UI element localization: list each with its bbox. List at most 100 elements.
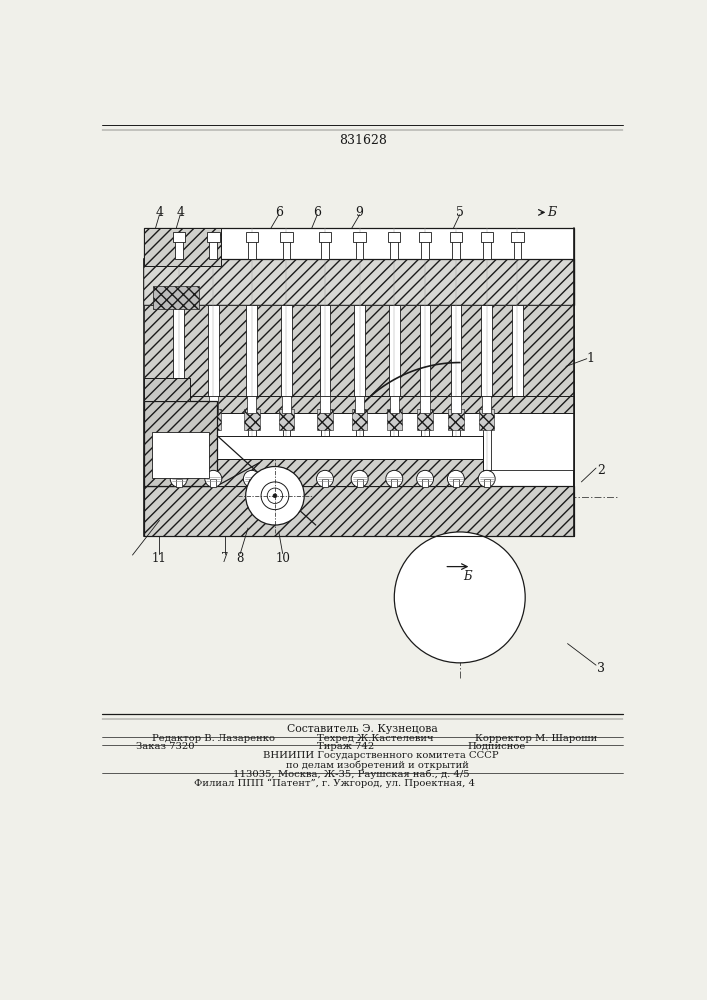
Bar	[175, 479, 182, 487]
Bar	[247, 396, 257, 413]
Bar	[281, 232, 293, 242]
Bar	[248, 234, 256, 259]
Bar	[284, 479, 290, 487]
Text: Заказ 7320: Заказ 7320	[136, 742, 195, 751]
Bar	[210, 479, 216, 487]
Text: 10: 10	[275, 552, 290, 565]
Bar	[144, 401, 217, 486]
Circle shape	[448, 470, 464, 487]
Circle shape	[243, 470, 260, 487]
Bar	[484, 479, 490, 487]
Circle shape	[205, 470, 222, 487]
Text: Б: Б	[463, 570, 472, 583]
Bar	[451, 396, 460, 413]
Bar	[422, 479, 428, 487]
Bar	[419, 232, 431, 242]
Circle shape	[278, 470, 295, 487]
Bar	[390, 413, 398, 470]
Bar	[153, 286, 199, 309]
Bar	[144, 486, 573, 536]
Text: Тираж 742: Тираж 742	[317, 742, 375, 751]
Text: 2: 2	[597, 464, 604, 477]
Bar	[246, 232, 258, 242]
Bar	[217, 459, 483, 486]
Bar	[356, 479, 363, 487]
Text: Филиал ППП “Патент”, г. Ужгород, ул. Проектная, 4: Филиал ППП “Патент”, г. Ужгород, ул. Про…	[194, 779, 475, 788]
Bar	[173, 232, 185, 242]
Text: 1: 1	[587, 352, 595, 365]
Bar	[144, 259, 573, 305]
Bar	[511, 232, 524, 242]
Bar	[279, 409, 294, 430]
Text: 8: 8	[237, 552, 244, 565]
Circle shape	[267, 488, 283, 503]
Text: 831628: 831628	[339, 134, 387, 147]
Text: Подписное: Подписное	[467, 742, 526, 751]
Bar	[390, 396, 399, 413]
Bar	[448, 409, 464, 430]
Bar	[175, 413, 182, 470]
Bar	[482, 396, 491, 413]
Bar	[391, 479, 397, 487]
Bar	[209, 234, 217, 259]
Text: 4: 4	[176, 206, 185, 219]
Bar	[321, 234, 329, 259]
Bar	[320, 305, 330, 409]
Bar	[247, 305, 257, 409]
Bar	[512, 305, 523, 409]
Bar	[452, 413, 460, 470]
Bar	[356, 234, 363, 259]
Circle shape	[351, 470, 368, 487]
Bar	[483, 234, 491, 259]
Text: Техред Ж.Кастелевич: Техред Ж.Кастелевич	[317, 734, 434, 743]
Bar	[450, 305, 461, 409]
Circle shape	[478, 470, 495, 487]
Bar	[144, 378, 190, 401]
Bar	[144, 409, 573, 470]
Text: Б: Б	[548, 206, 556, 219]
Bar	[283, 234, 291, 259]
Bar	[152, 432, 209, 478]
Text: 9: 9	[356, 206, 363, 219]
Bar	[144, 259, 573, 305]
Circle shape	[261, 482, 288, 510]
Text: Редактор В. Лазаренко: Редактор В. Лазаренко	[152, 734, 275, 743]
Circle shape	[273, 494, 277, 498]
Circle shape	[170, 470, 187, 487]
Bar	[144, 486, 573, 536]
Bar	[174, 396, 183, 413]
Bar	[282, 396, 291, 413]
Bar	[483, 413, 491, 470]
Text: 7: 7	[221, 552, 228, 565]
Circle shape	[416, 470, 433, 487]
Bar	[450, 232, 462, 242]
Bar	[144, 259, 573, 536]
Bar	[479, 409, 494, 430]
Bar	[356, 413, 363, 470]
Bar	[207, 232, 219, 242]
Bar	[389, 305, 399, 409]
Bar	[354, 232, 366, 242]
Circle shape	[395, 532, 525, 663]
Bar	[281, 305, 292, 409]
Circle shape	[317, 470, 334, 487]
Bar	[388, 232, 400, 242]
Bar	[206, 409, 221, 430]
Bar	[481, 232, 493, 242]
Bar	[144, 305, 573, 409]
Text: 4: 4	[156, 206, 163, 219]
Bar	[390, 234, 398, 259]
Text: 6: 6	[275, 206, 283, 219]
Bar	[217, 436, 483, 459]
Bar	[420, 305, 431, 409]
Text: по делам изобретений и открытий: по делам изобретений и открытий	[286, 761, 469, 770]
Bar	[283, 413, 291, 470]
Bar	[421, 396, 430, 413]
Bar	[173, 305, 184, 409]
Bar	[144, 396, 573, 413]
Text: Корректор М. Шароши: Корректор М. Шароши	[475, 734, 597, 743]
Bar	[171, 409, 187, 430]
Bar	[452, 234, 460, 259]
Bar	[208, 305, 218, 409]
Text: 11: 11	[152, 552, 167, 565]
